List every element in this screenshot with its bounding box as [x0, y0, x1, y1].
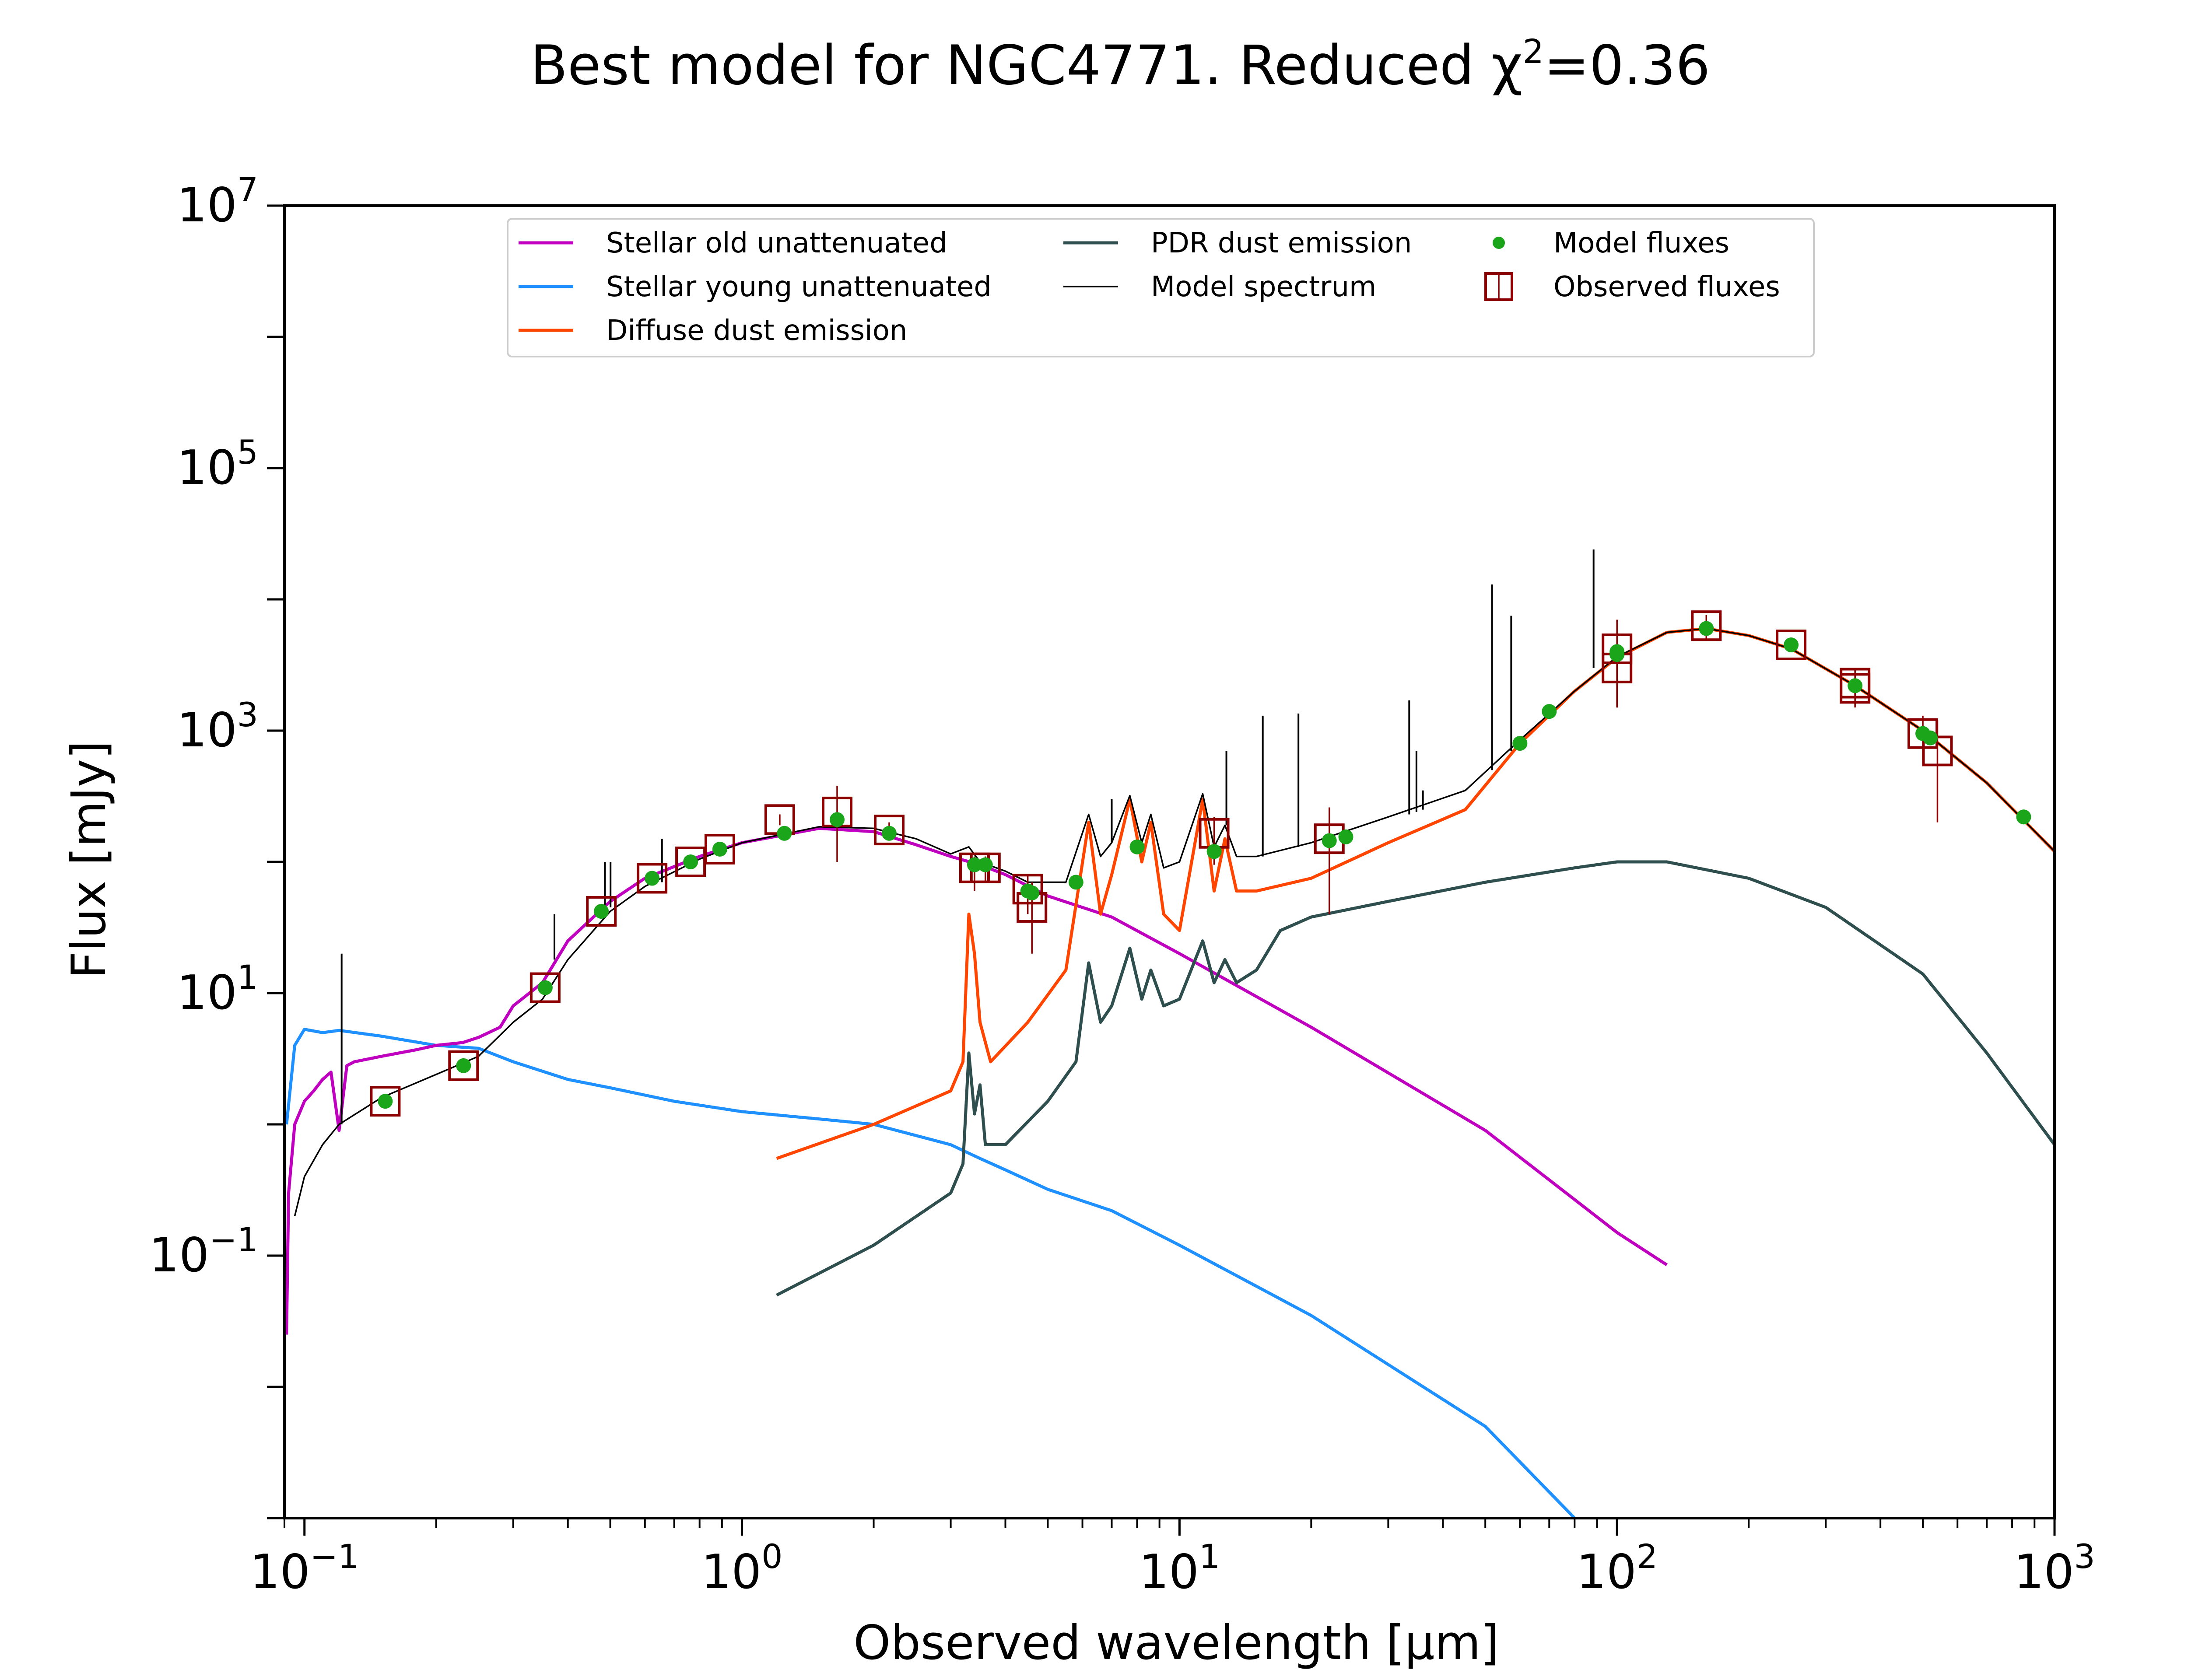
model-flux-point [1848, 678, 1863, 693]
x-axis-label: Observed wavelength [μm] [853, 1616, 1499, 1670]
model-flux-point [1542, 704, 1557, 719]
legend-label: Stellar young unattenuated [606, 271, 992, 303]
chart-title-main: Best model for NGC4771. Reduced χ [530, 34, 1523, 97]
legend-item-model-spectrum: Model spectrum [1063, 271, 1376, 303]
x-tick-label: 101 [1139, 1537, 1220, 1600]
model-flux-point [967, 857, 982, 872]
y-tick-label: 103 [177, 695, 258, 758]
observed-flux-marker [637, 863, 668, 894]
model-flux-point [1338, 829, 1353, 844]
observed-flux-marker [1602, 634, 1633, 665]
model-flux-point [830, 812, 845, 827]
legend-label: Stellar old unattenuated [606, 227, 947, 259]
model-flux-point [1784, 637, 1799, 653]
series-line-stellar-young [285, 1028, 1576, 1518]
model-flux-point [645, 871, 660, 886]
model-flux-point [1068, 875, 1083, 890]
observed-flux-marker [448, 1050, 479, 1081]
chart-title-sup: 2 [1523, 32, 1544, 71]
model-flux-point [2016, 809, 2031, 825]
x-tick-label: 102 [1576, 1537, 1658, 1600]
legend-label: Model fluxes [1553, 227, 1729, 259]
legend-item-pdr-dust: PDR dust emission [1063, 227, 1412, 259]
observed-flux-marker [586, 896, 617, 927]
y-tick-label: 10−1 [149, 1220, 258, 1283]
observed-flux-marker [1012, 874, 1043, 905]
model-flux-point [712, 841, 727, 857]
model-flux-point [1512, 736, 1528, 751]
series-line-model-spectrum [294, 627, 2055, 1217]
legend-label: PDR dust emission [1151, 227, 1412, 259]
model-flux-point [1609, 647, 1625, 662]
model-flux-point [1322, 833, 1337, 848]
model-flux-point [683, 854, 698, 869]
model-flux-point [1024, 885, 1040, 900]
series-line-stellar-old [285, 826, 1668, 1335]
y-tick-label: 105 [177, 433, 258, 495]
observed-flux-marker [370, 1086, 401, 1117]
axes-frame [283, 204, 2056, 1519]
legend-item-stellar-young: Stellar young unattenuated [519, 271, 992, 303]
model-flux-point [456, 1058, 471, 1073]
model-flux-point [537, 980, 553, 995]
observed-flux-marker [1691, 610, 1722, 641]
legend-swatch-dot [1493, 237, 1505, 249]
observed-flux-marker [1840, 673, 1871, 704]
legend-label: Diffuse dust emission [606, 315, 907, 347]
legend-item-diffuse-dust: Diffuse dust emission [519, 315, 907, 347]
x-tick-label: 103 [2014, 1537, 2095, 1600]
legend-label: Model spectrum [1151, 271, 1376, 303]
model-flux-point [1699, 621, 1714, 636]
x-tick-label: 10−1 [250, 1537, 359, 1600]
model-flux-point [594, 904, 609, 919]
model-flux-point [978, 857, 993, 872]
axis-ticks: 10−1 100 101 102 103 10−1 101 103 105 107 [149, 170, 2095, 1600]
legend-label: Observed fluxes [1553, 271, 1780, 303]
observed-flux-marker [873, 815, 905, 846]
model-flux-point [1206, 844, 1222, 859]
model-flux-point [777, 826, 792, 841]
y-tick-label: 101 [177, 958, 258, 1020]
legend-item-model-fluxes: Model fluxes [1493, 227, 1729, 259]
model-flux-point [378, 1094, 393, 1109]
plot-area [285, 549, 2055, 1518]
observed-flux-marker [704, 833, 735, 864]
legend: Stellar old unattenuated Stellar young un… [507, 218, 1815, 357]
legend-box [507, 218, 1815, 357]
x-tick-label: 100 [701, 1537, 783, 1600]
model-flux-point [1129, 839, 1145, 854]
legend-item-stellar-old: Stellar old unattenuated [519, 227, 947, 259]
observed-flux-marker [1776, 630, 1807, 661]
model-flux-point [881, 826, 897, 841]
chart-title-value: =0.36 [1544, 34, 1710, 97]
model-flux-point [1923, 730, 1938, 746]
chart-title: Best model for NGC4771. Reduced χ2=0.36 [530, 32, 1710, 97]
y-axis-label: Flux [mJy] [62, 741, 116, 979]
legend-item-observed-fluxes: Observed fluxes [1484, 271, 1780, 303]
y-tick-label: 107 [177, 170, 258, 233]
observed-flux-marker [529, 972, 561, 1003]
series-line-pdr-dust [776, 860, 2055, 1297]
